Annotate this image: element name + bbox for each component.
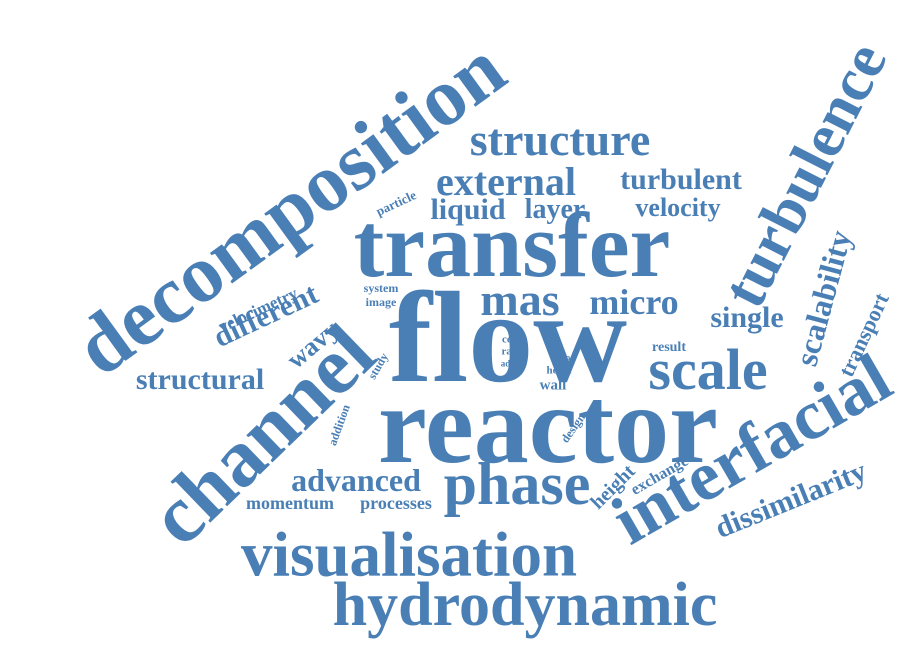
- word-mas: mas: [480, 274, 560, 325]
- word-reactor: reactor: [378, 364, 718, 486]
- word-flow: flow: [388, 266, 628, 410]
- word-scale: scale: [648, 337, 768, 402]
- word-system: system: [363, 281, 399, 295]
- word-phase: phase: [443, 451, 591, 517]
- word-velocity: velocity: [635, 193, 721, 222]
- word-wall: wall: [539, 377, 567, 394]
- word-advanced: advanced: [291, 462, 421, 498]
- word-cell: cell: [502, 333, 518, 346]
- word-micro: micro: [589, 282, 679, 322]
- word-hydrodynamic: hydrodynamic: [332, 571, 718, 639]
- word-processes: processes: [360, 493, 432, 513]
- word-visualisation: visualisation: [240, 519, 578, 590]
- word-single: single: [710, 301, 784, 334]
- word-heart: heart: [546, 364, 572, 377]
- word-ratio: ratio: [551, 352, 571, 363]
- word-rate: rate: [501, 345, 521, 358]
- word-addr: addr: [500, 358, 520, 369]
- word-structural: structural: [135, 363, 265, 396]
- word-external: external: [436, 159, 576, 204]
- word-momentum: momentum: [246, 493, 334, 513]
- word-liquid: liquid: [430, 193, 506, 226]
- word-layer: layer: [524, 194, 586, 225]
- word-image: image: [365, 295, 397, 309]
- word-result: result: [652, 340, 686, 355]
- word-transfer: transfer: [353, 194, 671, 296]
- word-structure: structure: [469, 114, 651, 165]
- word-turbulent: turbulent: [620, 163, 742, 196]
